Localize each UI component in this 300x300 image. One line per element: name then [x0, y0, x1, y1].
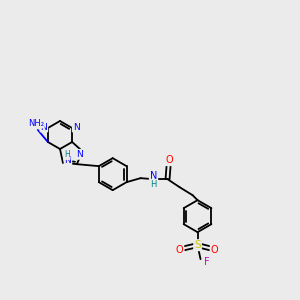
Text: O: O — [166, 155, 173, 165]
Text: N: N — [73, 122, 80, 131]
Text: NH₂: NH₂ — [28, 118, 44, 127]
Text: N: N — [40, 122, 47, 131]
Text: N: N — [64, 156, 71, 165]
Text: N: N — [76, 150, 83, 159]
Text: H: H — [64, 150, 70, 159]
Text: H: H — [150, 180, 157, 189]
Text: F: F — [204, 257, 209, 267]
Text: O: O — [211, 245, 218, 255]
Text: S: S — [194, 240, 201, 250]
Text: O: O — [176, 245, 183, 255]
Text: N: N — [150, 171, 157, 181]
